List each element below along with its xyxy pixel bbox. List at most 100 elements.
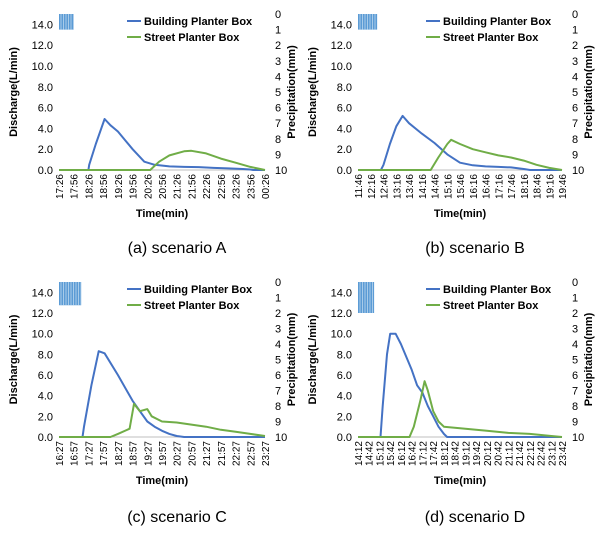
y2-tick-label: 10 [275,165,287,177]
y2-tick-label: 8 [572,401,578,413]
legend-label: Street Planter Box [443,32,539,44]
legend: Building Planter Box Street Planter Box [426,284,552,312]
chart-panel-2: 0.02.04.06.08.010.012.014.00123456789101… [307,9,595,257]
x-tick-label: 15:12 [375,441,386,466]
x-tick-label: 18:57 [129,441,140,466]
legend-label: Building Planter Box [443,284,552,296]
legend-label: Building Planter Box [443,16,552,28]
y-tick-label: 6.0 [38,103,53,115]
chart-panel-4: 0.0 2.0 4.0 6.0 8.0 10.0 12.0 14.0 0 1 2 3 4 5 6 7 8 9 10 1… [307,277,595,526]
panel-caption: (b) scenario B [425,240,525,257]
y2-tick-label: 8 [275,401,281,413]
x-tick-label: 21:12 [504,441,515,466]
x-axis-title: Time(min) [136,208,189,220]
y2-tick-label: 3 [275,324,281,336]
x-tick-label: 18:27 [114,441,125,466]
series-line-street [358,138,563,171]
precipitation-bar-fill [59,282,82,306]
chart-panel-3: 0.0 2.0 4.0 6.0 8.0 10.0 12.0 14.0 0 1 2 3 4 5 6 7 8 9 10 1… [8,277,298,526]
x-tick-label: 21:56 [187,174,198,199]
y2-tick-label: 5 [275,355,281,367]
x-tick-label: 22:56 [217,174,228,199]
x-tick-label: 19:16 [545,174,556,199]
y-tick-label: 0.0 [38,165,53,177]
x-tick-label: 18:26 [84,174,95,199]
x-tick-label: 19:46 [558,174,569,199]
x-tick-label: 20:26 [143,174,154,199]
x-tick-label: 16:12 [397,441,408,466]
x-tick-label: 21:26 [173,174,184,199]
x-tick-label: 19:42 [472,441,483,466]
x-tick-label: 19:56 [129,174,140,199]
x-tick-label: 23:56 [246,174,257,199]
y2-tick-label: 3 [275,56,281,68]
y-tick-label: 2.0 [337,411,352,423]
y2-tick-label: 1 [572,25,578,37]
x-tick-label: 22:27 [232,441,243,466]
x-tick-label: 16:42 [408,441,419,466]
y2-tick-label: 4 [572,71,578,83]
y-tick-label: 12.0 [331,308,352,320]
y2-tick-label: 9 [275,417,281,429]
x-tick-label: 20:27 [173,441,184,466]
y-tick-label: 14.0 [331,19,352,31]
y2-tick-label: 0 [275,9,281,21]
x-axis-title: Time(min) [434,208,487,220]
y2-tick-label: 10 [275,432,287,444]
y-tick-label: 2.0 [38,144,53,156]
y2-tick-label: 0 [572,9,578,21]
x-tick-label: 00:26 [261,174,272,199]
y2-tick-label: 9 [275,149,281,161]
x-tick-label: 17:27 [84,441,95,466]
y-tick-label: 14.0 [32,19,53,31]
y2-tick-label: 2 [275,308,281,320]
y-tick-label: 6.0 [337,103,352,115]
x-tick-label: 17:26 [55,174,66,199]
precipitation-bar [59,14,74,30]
x-tick-label: 20:57 [187,441,198,466]
x-tick-label: 17:56 [70,174,81,199]
x-tick-label: 17:16 [494,174,505,199]
series-line-street [358,380,563,438]
x-tick-label: 11:46 [354,174,365,199]
x-tick-label: 15:46 [456,174,467,199]
y2-tick-label: 10 [572,165,584,177]
x-tick-label: 19:57 [158,441,169,466]
panel-caption: (c) scenario C [127,509,227,526]
x-tick-label: 19:26 [114,174,125,199]
y-tick-label: 14.0 [32,287,53,299]
x-tick-label: 16:27 [55,441,66,466]
y2-axis-title: Precipitation(mm) [286,312,298,406]
y2-tick-label: 7 [275,386,281,398]
y2-tick-label: 1 [275,293,281,305]
series-line-building [358,114,562,171]
y2-tick-label: 4 [275,71,281,83]
x-tick-label: 23:12 [547,441,558,466]
x-tick-label: 17:12 [418,441,429,466]
y-axis-title: Discharge(L/min) [8,314,20,404]
x-tick-label: 18:42 [451,441,462,466]
x-tick-label: 12:46 [380,174,391,199]
x-tick-label: 18:12 [440,441,451,466]
y-tick-label: 10.0 [32,61,53,73]
legend: Building Planter Box Street Planter Box [127,16,253,44]
y2-tick-label: 7 [572,118,578,130]
precipitation-bar [358,14,378,30]
y2-tick-label: 3 [572,56,578,68]
x-tick-label: 14:42 [365,441,376,466]
x-tick-label: 17:42 [429,441,440,466]
legend: Building Planter Box Street Planter Box [426,16,552,44]
x-tick-label: 17:46 [507,174,518,199]
chart-panel-1: 0.0 2.0 4.0 6.0 8.0 10.0 12.0 14.0 0 1 2 3 4 5 6 7 8 9 10 1… [8,9,298,257]
y-tick-label: 8.0 [38,82,53,94]
legend-label: Building Planter Box [144,284,253,296]
y2-tick-label: 4 [275,339,281,351]
y2-tick-label: 10 [572,432,584,444]
y-tick-label: 2.0 [337,144,352,156]
y2-tick-label: 2 [572,40,578,52]
y-tick-label: 12.0 [331,40,352,52]
y-axis-title: Discharge(L/min) [307,47,319,137]
y2-tick-label: 0 [572,277,578,289]
legend-label: Street Planter Box [443,300,539,312]
